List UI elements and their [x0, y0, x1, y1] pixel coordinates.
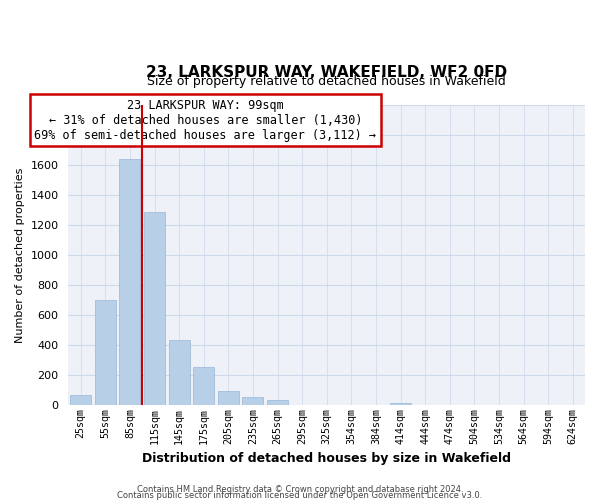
Text: Contains HM Land Registry data © Crown copyright and database right 2024.: Contains HM Land Registry data © Crown c… — [137, 484, 463, 494]
Bar — [95, 300, 116, 405]
Bar — [193, 366, 214, 405]
Bar — [242, 398, 263, 405]
Bar — [119, 159, 140, 405]
Text: 23 LARKSPUR WAY: 99sqm
← 31% of detached houses are smaller (1,430)
69% of semi-: 23 LARKSPUR WAY: 99sqm ← 31% of detached… — [34, 99, 376, 142]
Bar — [169, 340, 190, 405]
Bar — [70, 395, 91, 405]
Title: 23, LARKSPUR WAY, WAKEFIELD, WF2 0FD: 23, LARKSPUR WAY, WAKEFIELD, WF2 0FD — [146, 65, 507, 80]
Bar — [390, 402, 411, 405]
Bar — [267, 400, 288, 405]
Text: Contains public sector information licensed under the Open Government Licence v3: Contains public sector information licen… — [118, 490, 482, 500]
Text: Size of property relative to detached houses in Wakefield: Size of property relative to detached ho… — [148, 76, 506, 88]
X-axis label: Distribution of detached houses by size in Wakefield: Distribution of detached houses by size … — [142, 452, 511, 465]
Bar — [218, 392, 239, 405]
Y-axis label: Number of detached properties: Number of detached properties — [15, 167, 25, 342]
Bar — [144, 212, 165, 405]
